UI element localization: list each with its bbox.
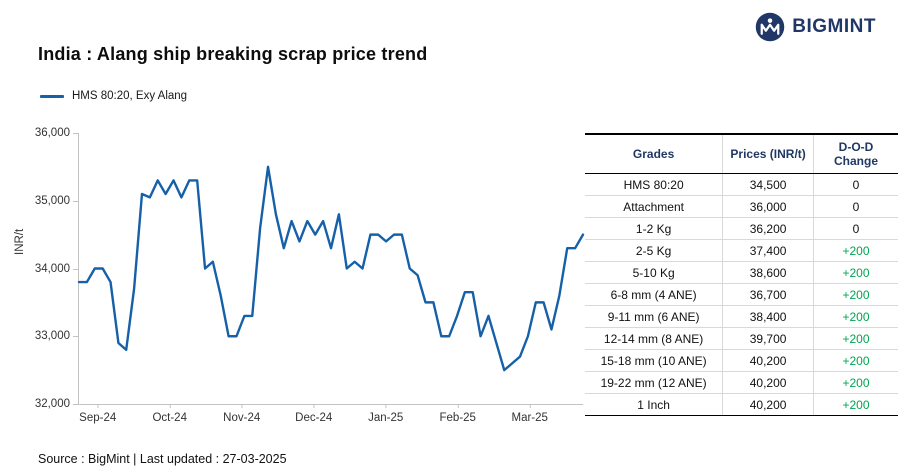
dod-change-cell: +200 [812,283,898,306]
price-cell: 34,500 [722,173,814,196]
page-title: India : Alang ship breaking scrap price … [38,44,428,64]
grade-cell: Attachment [585,195,723,218]
col-header-grades: Grades [585,133,723,174]
prices-table: Grades Prices (INR/t) D-O-D Change HMS 8… [585,133,898,416]
chart-legend: HMS 80:20, Exy Alang [40,90,187,102]
price-cell: 40,200 [722,393,814,416]
price-cell: 37,400 [722,239,814,262]
x-tick-label: Oct-24 [152,404,187,424]
price-cell: 36,000 [722,195,814,218]
x-tick-label: Dec-24 [295,404,333,424]
grade-cell: 5-10 Kg [585,261,723,284]
table-row: 5-10 Kg 38,600 +200 [585,261,898,284]
grade-cell: 6-8 mm (4 ANE) [585,283,723,306]
col-header-change: D-O-D Change [812,133,898,174]
dod-change-cell: 0 [812,217,898,240]
dod-change-cell: 0 [812,173,898,196]
grade-cell: 1 Inch [585,393,723,416]
legend-line-swatch [40,94,64,98]
x-tick-label: Nov-24 [223,404,261,424]
dod-change-cell: +200 [812,305,898,328]
source-note: Source : BigMint | Last updated : 27-03-… [38,452,287,466]
y-tick-label: 35,000 [34,194,79,207]
grade-cell: 2-5 Kg [585,239,723,262]
table-row: Attachment 36,000 0 [585,195,898,218]
price-cell: 39,700 [722,327,814,350]
price-cell: 38,400 [722,305,814,328]
grade-cell: 1-2 Kg [585,217,723,240]
table-row: 1 Inch 40,200 +200 [585,393,898,416]
price-cell: 38,600 [722,261,814,284]
table-row: 15-18 mm (10 ANE) 40,200 +200 [585,349,898,372]
y-tick-label: 36,000 [34,127,79,139]
table-row: HMS 80:20 34,500 0 [585,173,898,196]
price-trend-chart: 36,000 35,000 34,000 33,000 32,000 Sep-24 Oct-… [35,127,583,424]
table-row: 12-14 mm (8 ANE) 39,700 +200 [585,327,898,350]
dod-change-cell: +200 [812,371,898,394]
table-row: 19-22 mm (12 ANE) 40,200 +200 [585,371,898,394]
x-tick-label: Jan-25 [368,404,404,424]
grade-cell: 9-11 mm (6 ANE) [585,305,723,328]
y-axis-title: INR/t [14,228,26,255]
table-row: 1-2 Kg 36,200 0 [585,217,898,240]
price-cell: 36,700 [722,283,814,306]
y-tick-label: 33,000 [34,330,79,343]
price-cell: 36,200 [722,217,814,240]
table-header-row: Grades Prices (INR/t) D-O-D Change [585,133,898,174]
y-tick-label: 32,000 [34,398,79,410]
grade-cell: 15-18 mm (10 ANE) [585,349,723,372]
dod-change-cell: +200 [812,261,898,284]
dod-change-cell: +200 [812,327,898,350]
dod-change-cell: +200 [812,239,898,262]
price-line [79,167,583,370]
x-tick-label: Mar-25 [511,404,548,424]
x-tick-label: Sep-24 [79,404,117,424]
y-tick-label: 34,000 [34,262,79,275]
price-cell: 40,200 [722,349,814,372]
table-row: 6-8 mm (4 ANE) 36,700 +200 [585,283,898,306]
col-header-prices: Prices (INR/t) [722,133,814,174]
bigmint-logo-icon [755,12,785,42]
bigmint-logo-text: BIGMINT [792,16,876,37]
table-row: 2-5 Kg 37,400 +200 [585,239,898,262]
grade-cell: HMS 80:20 [585,173,723,196]
bigmint-logo: BIGMINT [755,12,876,42]
dod-change-cell: +200 [812,393,898,416]
price-line-svg [79,133,583,404]
table-row: 9-11 mm (6 ANE) 38,400 +200 [585,305,898,328]
grade-cell: 19-22 mm (12 ANE) [585,371,723,394]
grade-cell: 12-14 mm (8 ANE) [585,327,723,350]
dod-change-cell: +200 [812,349,898,372]
dod-change-cell: 0 [812,195,898,218]
x-tick-label: Feb-25 [439,404,476,424]
price-cell: 40,200 [722,371,814,394]
legend-label: HMS 80:20, Exy Alang [72,90,188,102]
